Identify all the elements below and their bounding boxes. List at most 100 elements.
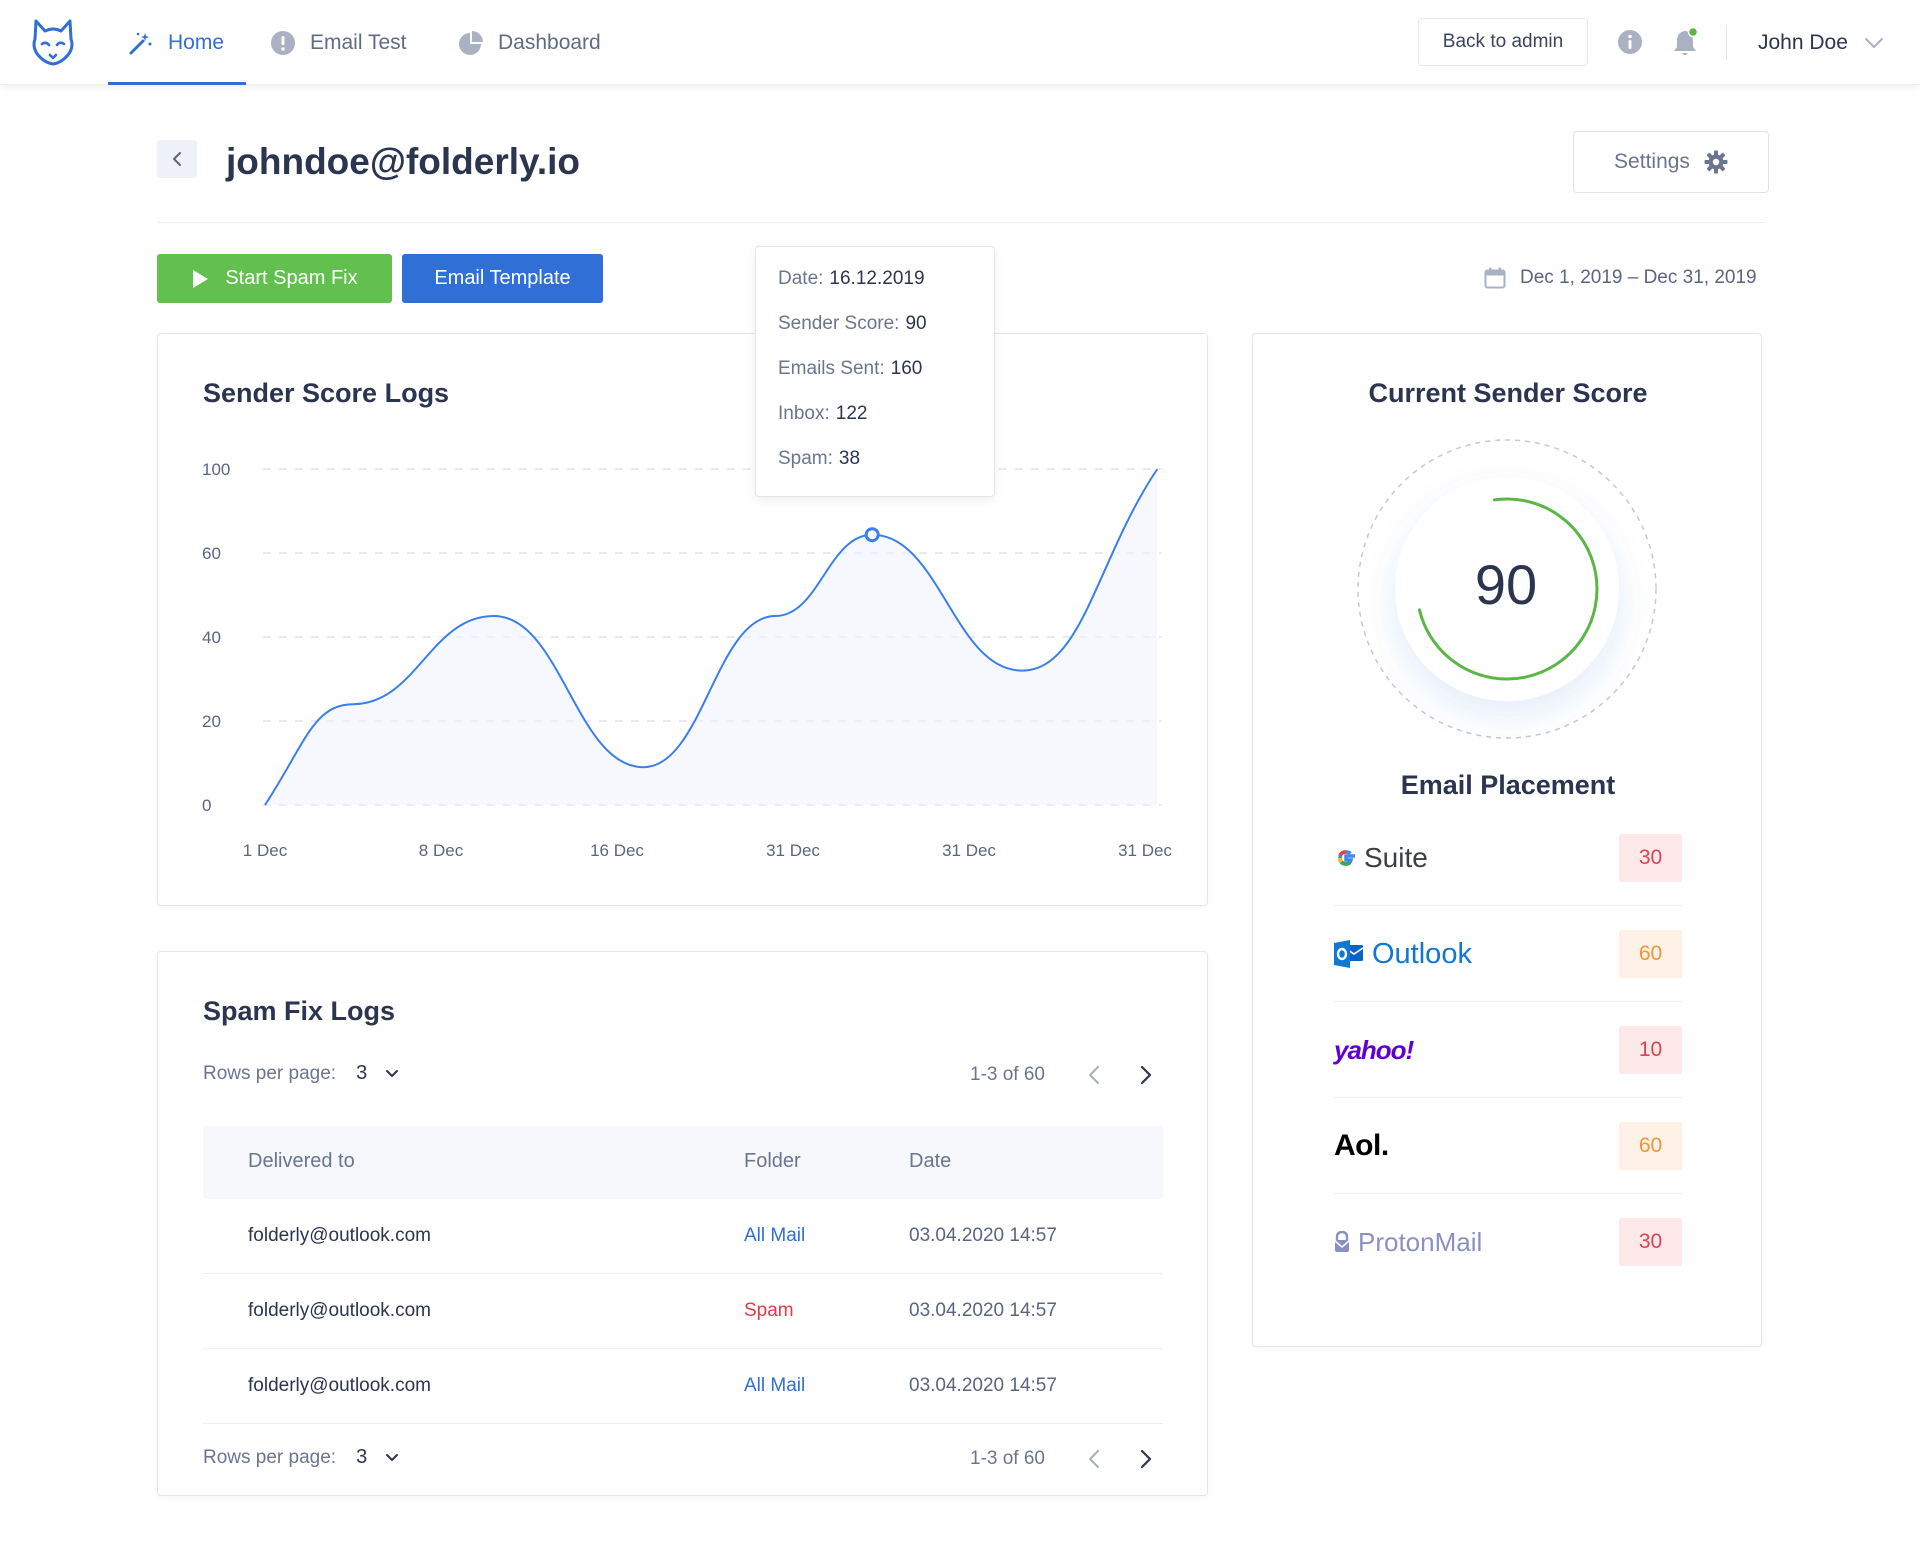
chart-tooltip: Date: 16.12.2019 Sender Score: 90 Emails S… bbox=[755, 246, 995, 497]
nav-email-test-label: Email Test bbox=[310, 30, 407, 54]
table-row[interactable]: folderly@outlook.com All Mail 03.04.2020… bbox=[203, 1199, 1163, 1274]
next-page-button[interactable] bbox=[1131, 1060, 1161, 1090]
calendar-icon bbox=[1484, 267, 1506, 289]
yahoo-logo-text: yahoo! bbox=[1334, 1034, 1414, 1065]
fox-logo-icon[interactable] bbox=[30, 17, 76, 67]
placement-row-yahoo: yahoo! 10 bbox=[1334, 1002, 1682, 1098]
row-date: 03.04.2020 14:57 bbox=[909, 1375, 1057, 1396]
spam-fix-logs-card: Spam Fix Logs Rows per page: 3 1-3 of 60… bbox=[157, 951, 1208, 1496]
play-icon bbox=[193, 269, 209, 288]
info-icon[interactable] bbox=[1617, 29, 1643, 55]
x-tick-label: 31 Dec bbox=[766, 841, 820, 860]
row-folder[interactable]: All Mail bbox=[744, 1225, 806, 1246]
table-header: Delivered to Folder Date bbox=[203, 1126, 1163, 1199]
table-row[interactable]: folderly@outlook.com All Mail 03.04.2020… bbox=[203, 1349, 1163, 1424]
rows-per-page-select[interactable]: 3 bbox=[356, 1062, 368, 1084]
tooltip-sender-score: Sender Score: 90 bbox=[778, 313, 927, 334]
protonmail-logo-text: ProtonMail bbox=[1358, 1226, 1483, 1257]
y-tick-label: 20 bbox=[202, 712, 221, 731]
chevron-down-icon[interactable] bbox=[385, 1453, 399, 1462]
placement-row-aol: Aol. 60 bbox=[1334, 1098, 1682, 1194]
rows-per-page-top: Rows per page: 3 bbox=[203, 1062, 399, 1085]
row-folder[interactable]: All Mail bbox=[744, 1375, 806, 1396]
nav-email-test[interactable]: Email Test bbox=[270, 0, 406, 85]
chevron-left-icon bbox=[1088, 1449, 1100, 1469]
placement-value-badge: 30 bbox=[1619, 1218, 1682, 1266]
alert-circle-icon bbox=[271, 30, 295, 55]
rows-per-page-select[interactable]: 3 bbox=[356, 1446, 368, 1468]
row-email: folderly@outlook.com bbox=[248, 1225, 431, 1246]
placement-value-badge: 10 bbox=[1619, 1026, 1682, 1074]
y-tick-label: 0 bbox=[202, 796, 211, 815]
aol-logo-text: Aol. bbox=[1334, 1129, 1389, 1162]
back-button[interactable] bbox=[157, 140, 197, 178]
date-range-label: Dec 1, 2019 – Dec 31, 2019 bbox=[1520, 267, 1757, 288]
y-tick-label: 100 bbox=[202, 460, 230, 479]
outlook-logo-text: Outlook bbox=[1372, 937, 1472, 970]
notification-bell-icon[interactable] bbox=[1672, 27, 1700, 57]
nav-dashboard-label: Dashboard bbox=[498, 30, 601, 54]
outlook-icon bbox=[1334, 940, 1364, 968]
rows-per-page-bottom: Rows per page: 3 bbox=[203, 1446, 399, 1469]
rows-per-page-label: Rows per page: bbox=[203, 1446, 337, 1468]
chevron-down-icon[interactable] bbox=[385, 1069, 399, 1078]
page-title: johndoe@folderly.io bbox=[226, 141, 580, 182]
prev-page-button[interactable] bbox=[1079, 1060, 1109, 1090]
tooltip-emails-sent: Emails Sent: 160 bbox=[778, 358, 923, 379]
chart-area-fill bbox=[265, 469, 1158, 805]
row-email: folderly@outlook.com bbox=[248, 1375, 431, 1396]
chart-highlight-point bbox=[864, 527, 880, 543]
date-range-picker[interactable]: Dec 1, 2019 – Dec 31, 2019 bbox=[1484, 264, 1757, 292]
x-tick-label: 8 Dec bbox=[419, 841, 464, 860]
row-folder[interactable]: Spam bbox=[744, 1300, 794, 1321]
tooltip-inbox: Inbox: 122 bbox=[778, 403, 868, 424]
nav-dashboard[interactable]: Dashboard bbox=[458, 0, 601, 85]
pagination-top: 1-3 of 60 bbox=[970, 1060, 1183, 1090]
settings-label: Settings bbox=[1614, 150, 1690, 173]
start-spam-fix-label: Start Spam Fix bbox=[225, 267, 358, 289]
sender-score-logs-card: Sender Score Logs 100 60 40 20 0 1 Dec 8 Dec 16… bbox=[157, 333, 1208, 906]
y-tick-label: 40 bbox=[202, 628, 221, 647]
protonmail-icon bbox=[1334, 1231, 1350, 1252]
pagination-range: 1-3 of 60 bbox=[970, 1064, 1045, 1085]
user-name: John Doe bbox=[1758, 30, 1848, 54]
pie-chart-icon bbox=[459, 30, 483, 55]
x-tick-label: 1 Dec bbox=[243, 841, 288, 860]
email-template-button[interactable]: Email Template bbox=[402, 254, 603, 303]
back-to-admin-button[interactable]: Back to admin bbox=[1418, 18, 1588, 66]
user-menu[interactable]: John Doe bbox=[1758, 0, 1884, 85]
next-page-button[interactable] bbox=[1131, 1444, 1161, 1474]
row-date: 03.04.2020 14:57 bbox=[909, 1300, 1057, 1321]
pagination-range: 1-3 of 60 bbox=[970, 1448, 1045, 1469]
gsuite-logo-text: Suite bbox=[1364, 842, 1428, 873]
start-spam-fix-button[interactable]: Start Spam Fix bbox=[157, 254, 392, 303]
column-folder[interactable]: Folder bbox=[744, 1150, 801, 1172]
chevron-right-icon bbox=[1140, 1065, 1152, 1085]
nav-home[interactable]: Home bbox=[107, 0, 247, 85]
placement-row-outlook: Outlook 60 bbox=[1334, 906, 1682, 1002]
protonmail-logo: ProtonMail bbox=[1334, 1224, 1482, 1260]
row-date: 03.04.2020 14:57 bbox=[909, 1225, 1057, 1246]
chart-series-line bbox=[264, 468, 1159, 806]
current-sender-score-title: Current Sender Score bbox=[1368, 378, 1648, 408]
pagination-bottom: 1-3 of 60 bbox=[970, 1444, 1183, 1474]
chevron-left-icon bbox=[173, 152, 181, 166]
table-row[interactable]: folderly@outlook.com Spam 03.04.2020 14:… bbox=[203, 1274, 1163, 1349]
x-tick-label: 16 Dec bbox=[590, 841, 644, 860]
column-date[interactable]: Date bbox=[909, 1150, 952, 1172]
placement-value-badge: 60 bbox=[1619, 1122, 1682, 1170]
y-tick-label: 60 bbox=[202, 544, 221, 563]
aol-logo: Aol. bbox=[1334, 1128, 1389, 1164]
nav-home-label: Home bbox=[168, 30, 225, 54]
sender-score-value: 90 bbox=[1474, 553, 1538, 616]
sender-score-chart[interactable]: 100 60 40 20 0 1 Dec 8 Dec 16 Dec 31 Dec 31 Dec 31… bbox=[158, 334, 1209, 907]
placement-row-gsuite: Suite 30 bbox=[1334, 810, 1682, 906]
column-delivered-to[interactable]: Delivered to bbox=[248, 1150, 355, 1172]
placement-value-badge: 30 bbox=[1619, 834, 1682, 882]
google-g-icon bbox=[1338, 850, 1355, 866]
prev-page-button[interactable] bbox=[1079, 1444, 1109, 1474]
settings-button[interactable]: Settings bbox=[1573, 131, 1769, 193]
rows-per-page-label: Rows per page: bbox=[203, 1062, 337, 1084]
placement-row-protonmail: ProtonMail 30 bbox=[1334, 1194, 1682, 1290]
x-tick-label: 31 Dec bbox=[1118, 841, 1172, 860]
